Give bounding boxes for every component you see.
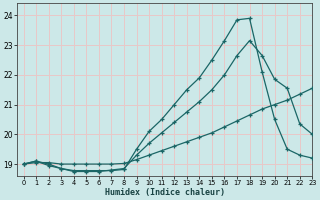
X-axis label: Humidex (Indice chaleur): Humidex (Indice chaleur) [105, 188, 225, 197]
